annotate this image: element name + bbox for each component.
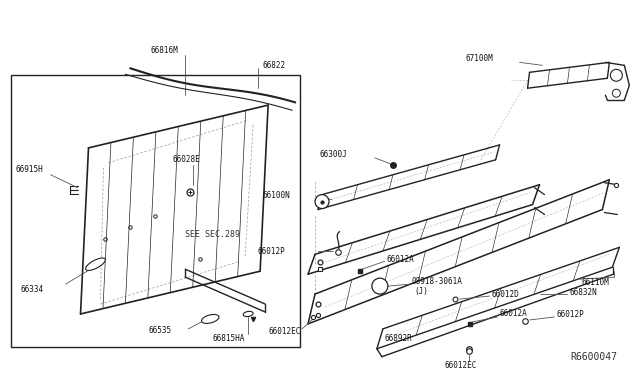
Text: 66012A: 66012A [387, 255, 415, 264]
Text: R6600047: R6600047 [570, 352, 618, 362]
Ellipse shape [202, 314, 219, 323]
Text: 66110M: 66110M [581, 278, 609, 287]
Text: 66535: 66535 [148, 326, 172, 336]
Text: 66012P: 66012P [557, 311, 584, 320]
Text: N: N [378, 283, 382, 289]
Text: 66334: 66334 [20, 285, 44, 294]
Text: 66892R: 66892R [385, 334, 413, 343]
Circle shape [315, 195, 329, 209]
Text: 66012D: 66012D [492, 289, 520, 299]
Text: 66915H: 66915H [15, 165, 44, 174]
Text: 66012A: 66012A [500, 310, 527, 318]
Text: 66816M: 66816M [150, 46, 178, 55]
Text: 66012EC: 66012EC [268, 327, 301, 336]
Text: 66012P: 66012P [257, 247, 285, 256]
Bar [11, 75, 300, 347]
Text: 08918-3061A: 08918-3061A [412, 277, 463, 286]
Text: (J): (J) [415, 286, 429, 296]
Text: 66832N: 66832N [570, 288, 597, 296]
Text: 66822: 66822 [262, 61, 285, 70]
Text: 66300J: 66300J [320, 150, 348, 159]
Circle shape [611, 69, 622, 81]
Circle shape [372, 278, 388, 294]
Text: SEE SEC.289: SEE SEC.289 [186, 230, 240, 239]
Ellipse shape [86, 258, 106, 270]
Circle shape [612, 89, 620, 97]
Text: 67100M: 67100M [466, 54, 493, 63]
Text: 66028E: 66028E [172, 155, 200, 164]
Ellipse shape [243, 311, 253, 317]
Text: 66100N: 66100N [262, 191, 290, 200]
Text: 66012EC: 66012EC [445, 361, 477, 370]
Text: 66815HA: 66815HA [212, 334, 244, 343]
